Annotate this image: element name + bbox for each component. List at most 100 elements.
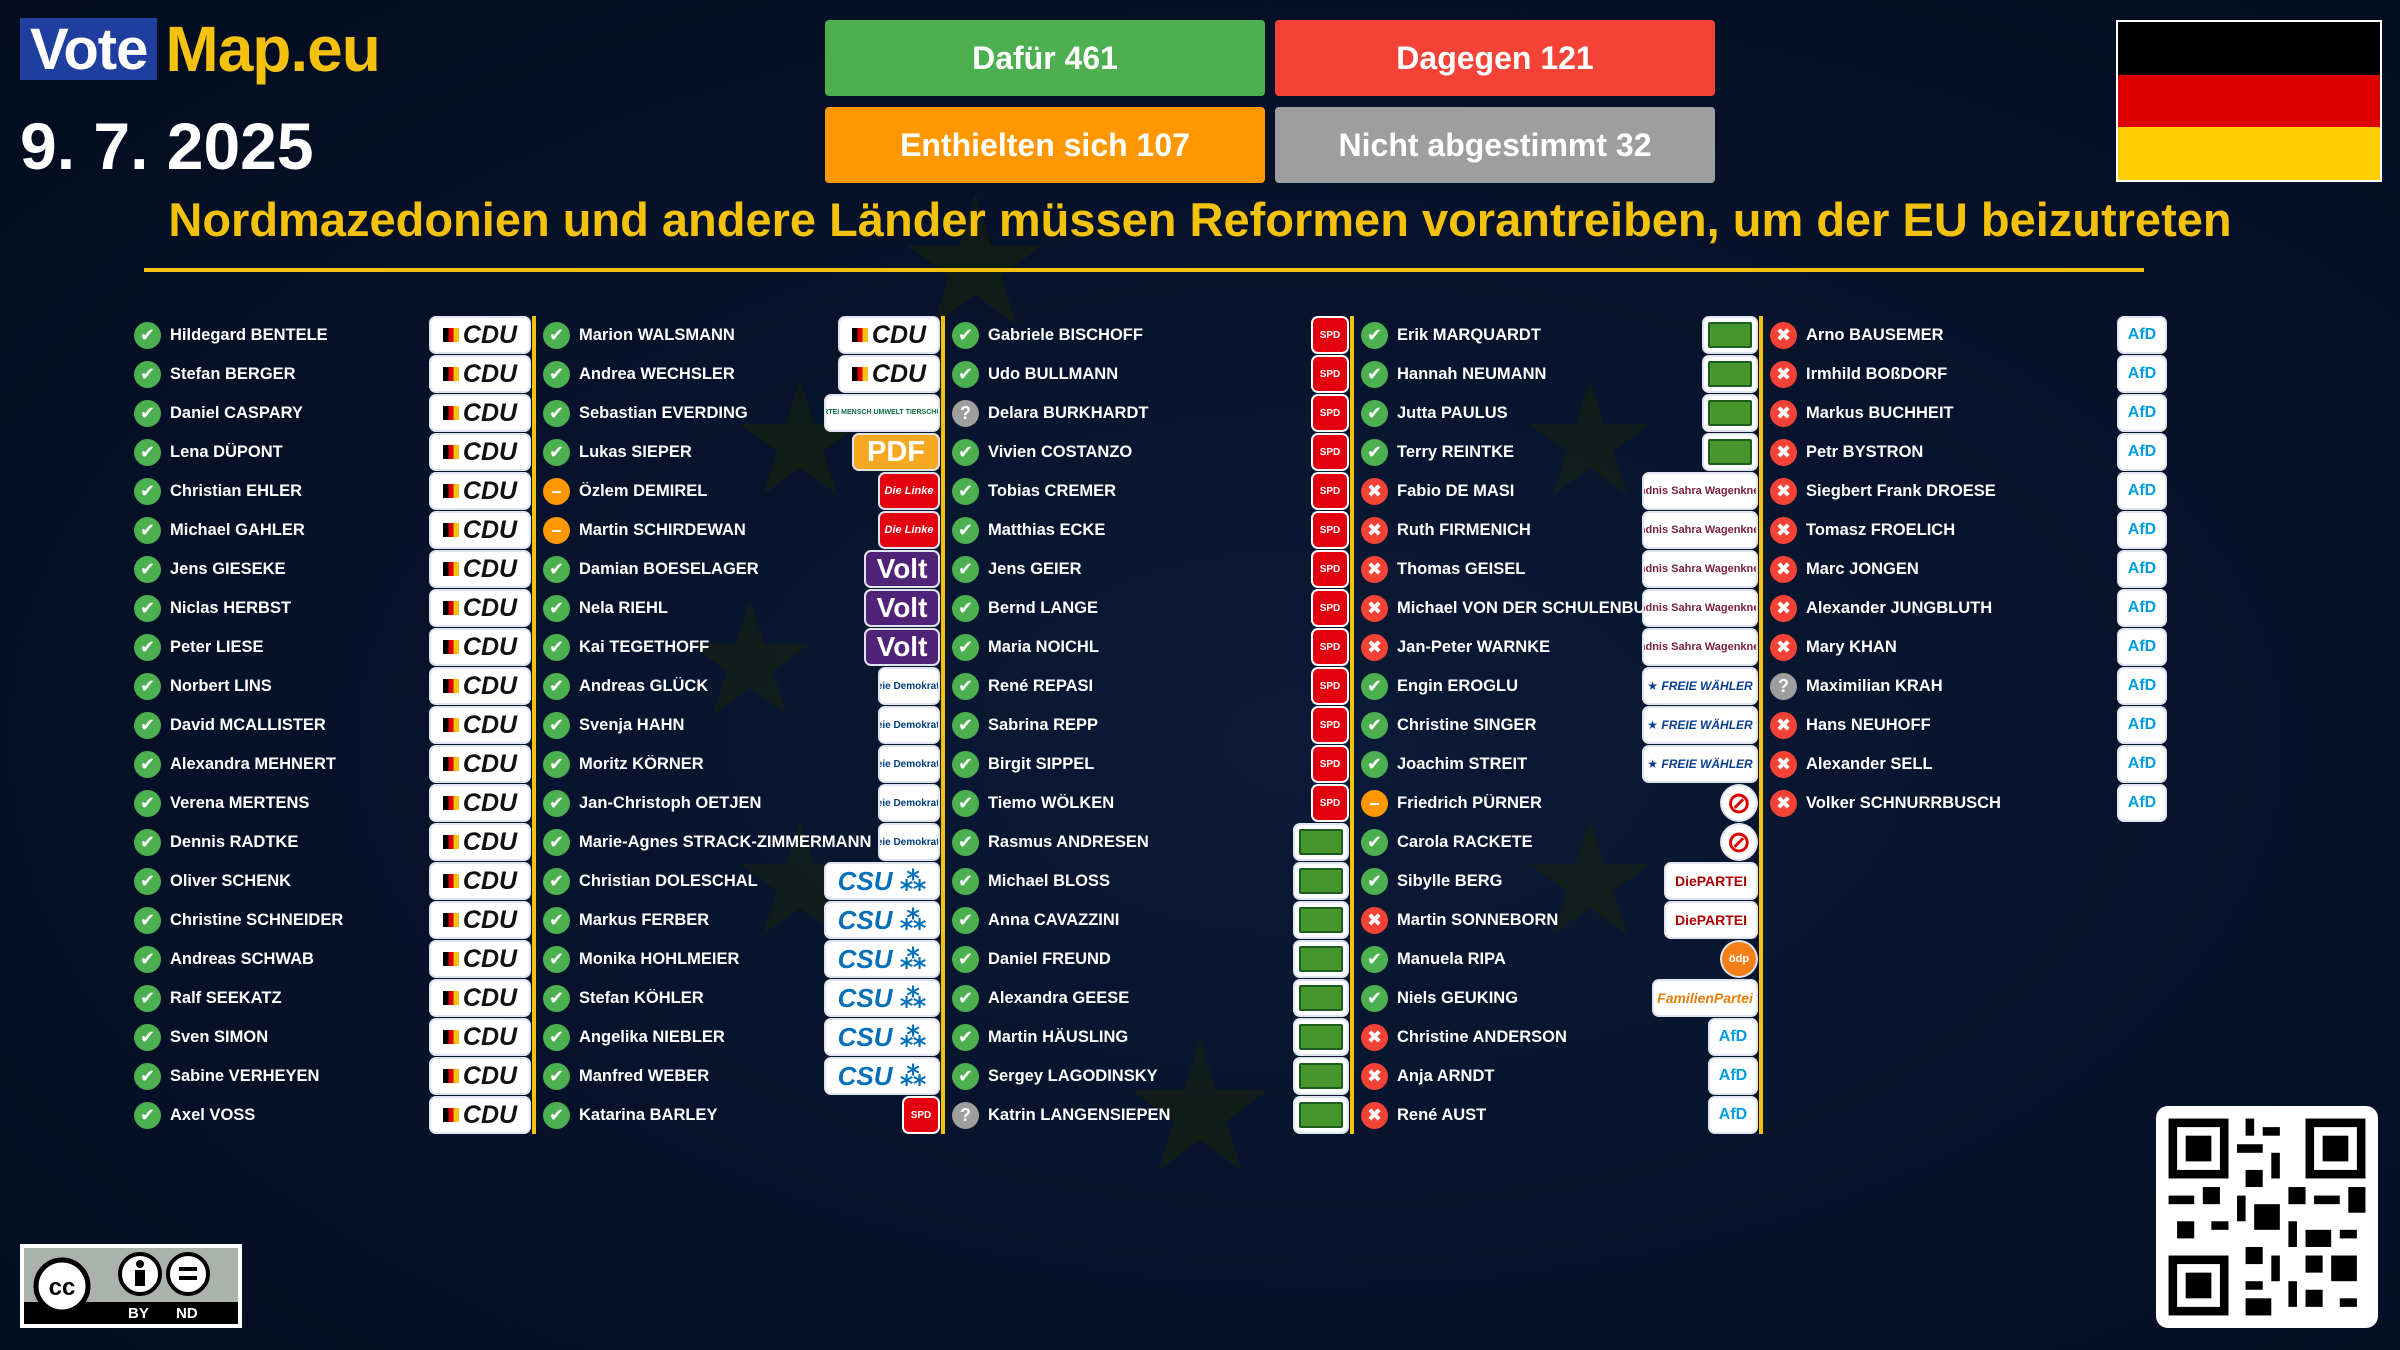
voter-row: ✔ Jens GIESEKE CDU — [134, 551, 529, 587]
voter-row: ✔ Vivien COSTANZO SPD — [952, 434, 1347, 470]
vote-for-icon: ✔ — [1361, 361, 1388, 388]
voter-name: Terry REINTKE — [1397, 443, 1515, 461]
voter-name: Udo BULLMANN — [988, 365, 1119, 383]
voter-row: ✔ Daniel FREUND — [952, 941, 1347, 977]
party-logo-cdu: CDU — [431, 903, 529, 937]
party-logo-afd: AfD — [2119, 630, 2165, 664]
voter-name: Christian DOLESCHAL — [579, 872, 758, 890]
voter-row: ✔ Norbert LINS CDU — [134, 668, 529, 704]
voter-row: ✔ Rasmus ANDRESEN — [952, 824, 1347, 860]
vote-absent-icon: ? — [952, 1102, 979, 1129]
voter-name: Sebastian EVERDING — [579, 404, 748, 422]
voter-row: ✖ Anja ARNDT AfD — [1361, 1058, 1756, 1094]
voter-row: ✔ Christian EHLER CDU — [134, 473, 529, 509]
voter-row: ✖ Alexander SELL AfD — [1770, 746, 2165, 782]
vote-for-icon: ✔ — [134, 712, 161, 739]
party-logo-afd: AfD — [2119, 396, 2165, 430]
voter-name: Sabine VERHEYEN — [170, 1067, 320, 1085]
votemap-logo[interactable]: Vote Map.eu — [20, 13, 381, 85]
stat-for-badge: Dafür 461 — [825, 20, 1265, 96]
voter-name: Rasmus ANDRESEN — [988, 833, 1149, 851]
voter-name: Marion WALSMANN — [579, 326, 735, 344]
vote-abstain-icon: – — [543, 478, 570, 505]
vote-against-icon: ✖ — [1770, 439, 1797, 466]
voter-row: ✔ Christine SINGER ★ FREIE WÄHLER — [1361, 707, 1756, 743]
voter-name: Axel VOSS — [170, 1106, 256, 1124]
voter-name: Manfred WEBER — [579, 1067, 710, 1085]
voter-name: René AUST — [1397, 1106, 1487, 1124]
voter-row: ? Maximilian KRAH AfD — [1770, 668, 2165, 704]
party-logo-afd: AfD — [2119, 591, 2165, 625]
voter-name: Angelika NIEBLER — [579, 1028, 725, 1046]
party-logo-gruene — [1704, 318, 1756, 352]
party-logo-gruene — [1295, 825, 1347, 859]
party-logo-cdu: CDU — [431, 708, 529, 742]
voter-name: Volker SCHNURRBUSCH — [1806, 794, 2001, 812]
vote-against-icon: ✖ — [1770, 478, 1797, 505]
party-logo-afd: AfD — [2119, 513, 2165, 547]
vote-against-icon: ✖ — [1361, 478, 1388, 505]
party-logo-gruene — [1295, 903, 1347, 937]
vote-for-icon: ✔ — [543, 790, 570, 817]
party-logo-none: ⊘ — [1722, 786, 1756, 820]
voter-row: ✔ Katarina BARLEY SPD — [543, 1097, 938, 1133]
vote-against-icon: ✖ — [1770, 322, 1797, 349]
party-logo-fdp: Freie Demokraten — [880, 825, 938, 859]
voter-name: Lukas SIEPER — [579, 443, 692, 461]
voter-row: ✔ Verena MERTENS CDU — [134, 785, 529, 821]
voter-name: Alexander JUNGBLUTH — [1806, 599, 1993, 617]
voter-row: ? Delara BURKHARDT SPD — [952, 395, 1347, 431]
party-logo-oedp: ödp — [1722, 942, 1756, 976]
party-logo-spd: SPD — [1313, 552, 1347, 586]
voter-row: ✔ Dennis RADTKE CDU — [134, 824, 529, 860]
voter-row: ✖ René AUST AfD — [1361, 1097, 1756, 1133]
voter-name: Markus BUCHHEIT — [1806, 404, 1954, 422]
voter-row: ✔ Matthias ECKE SPD — [952, 512, 1347, 548]
voter-name: Peter LIESE — [170, 638, 264, 656]
vote-for-icon: ✔ — [543, 634, 570, 661]
voter-name: Verena MERTENS — [170, 794, 310, 812]
voter-row: ✔ Oliver SCHENK CDU — [134, 863, 529, 899]
vote-for-icon: ✔ — [952, 712, 979, 739]
voter-name: Gabriele BISCHOFF — [988, 326, 1143, 344]
voter-row: ✔ Niclas HERBST CDU — [134, 590, 529, 626]
cc-license-badge[interactable]: cc BY ND — [20, 1244, 242, 1328]
voter-name: Özlem DEMIREL — [579, 482, 708, 500]
germany-flag — [2116, 20, 2382, 182]
voter-row: ✖ Alexander JUNGBLUTH AfD — [1770, 590, 2165, 626]
voter-name: Maximilian KRAH — [1806, 677, 1943, 695]
voter-name: Delara BURKHARDT — [988, 404, 1149, 422]
voter-row: ✔ Sabine VERHEYEN CDU — [134, 1058, 529, 1094]
party-logo-cdu: CDU — [431, 864, 529, 898]
voter-name: Jens GIESEKE — [170, 560, 286, 578]
voter-row: ✔ Sebastian EVERDING PARTEI MENSCH UMWELT … — [543, 395, 938, 431]
party-logo-cdu: CDU — [840, 318, 938, 352]
qr-code[interactable] — [2156, 1106, 2378, 1328]
vote-against-icon: ✖ — [1361, 1063, 1388, 1090]
voter-row: ✔ Manuela RIPA ödp — [1361, 941, 1756, 977]
voter-name: Daniel CASPARY — [170, 404, 303, 422]
voter-name: Siegbert Frank DROESE — [1806, 482, 1996, 500]
voter-row: ✔ Daniel CASPARY CDU — [134, 395, 529, 431]
vote-against-icon: ✖ — [1361, 1024, 1388, 1051]
party-logo-afd: AfD — [2119, 357, 2165, 391]
voter-row: ✔ Andreas GLÜCK Freie Demokraten — [543, 668, 938, 704]
party-logo-gruene — [1704, 396, 1756, 430]
voter-name: Vivien COSTANZO — [988, 443, 1133, 461]
column-separator — [941, 316, 945, 1134]
party-logo-cdu: CDU — [431, 435, 529, 469]
vote-against-icon: ✖ — [1361, 517, 1388, 544]
vote-absent-icon: ? — [1770, 673, 1797, 700]
voter-name: Maria NOICHL — [988, 638, 1099, 656]
party-logo-cdu: CDU — [431, 747, 529, 781]
party-logo-fdp: Freie Demokraten — [880, 747, 938, 781]
party-logo-spd: SPD — [1313, 630, 1347, 664]
voter-row: ✔ Jens GEIER SPD — [952, 551, 1347, 587]
vote-for-icon: ✔ — [952, 907, 979, 934]
voter-name: Carola RACKETE — [1397, 833, 1533, 851]
stat-absent-badge: Nicht abgestimmt 32 — [1275, 107, 1715, 183]
voter-row: ✖ Arno BAUSEMER AfD — [1770, 317, 2165, 353]
vote-for-icon: ✔ — [134, 907, 161, 934]
voter-name: Martin SONNEBORN — [1397, 911, 1559, 929]
party-logo-fw: ★ FREIE WÄHLER — [1644, 747, 1756, 781]
